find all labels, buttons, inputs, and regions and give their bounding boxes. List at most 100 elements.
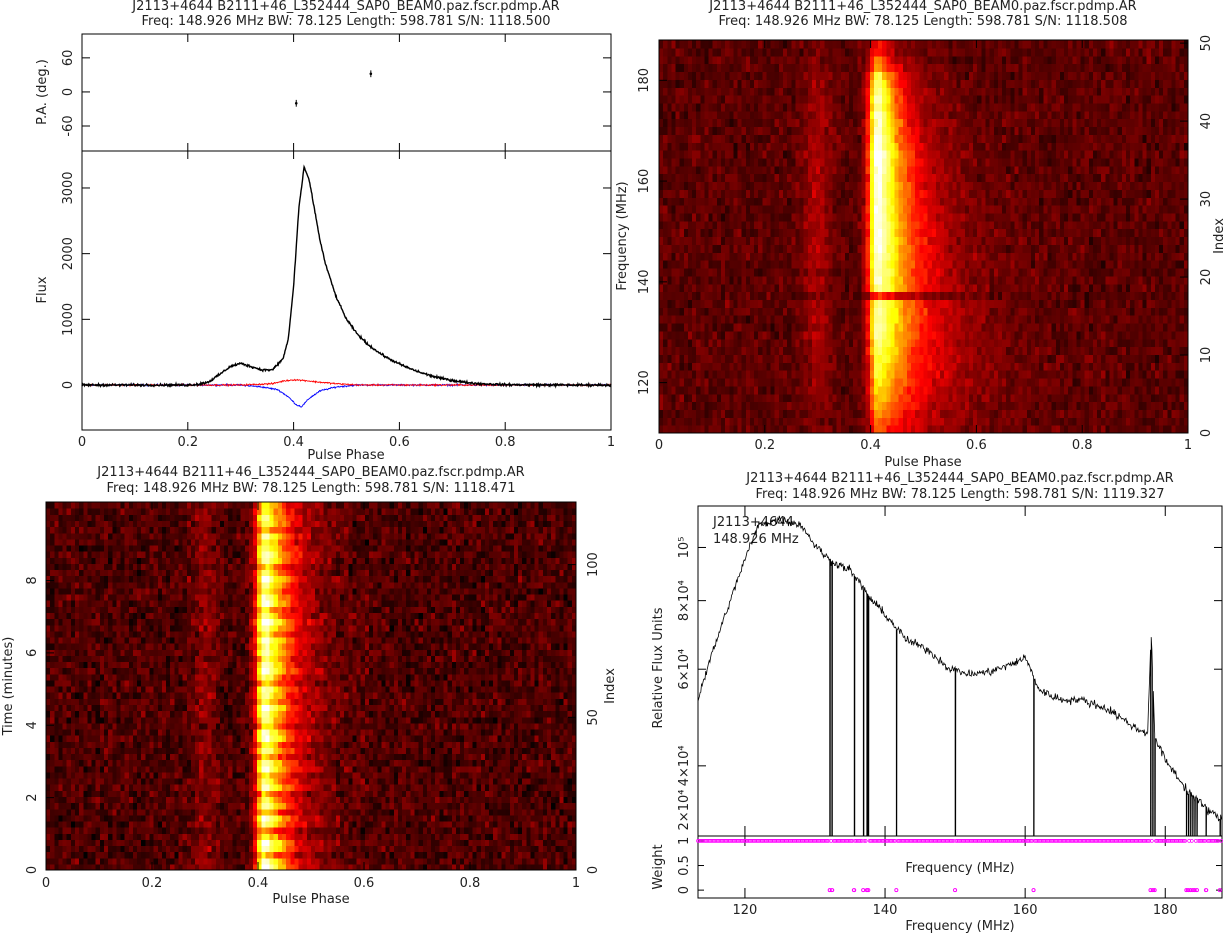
heatmap-cell	[704, 260, 710, 269]
heatmap-cell	[948, 315, 954, 324]
heatmap-cell	[906, 338, 912, 348]
heatmap-cell	[704, 244, 710, 253]
heatmap-cell	[1010, 260, 1016, 269]
heatmap-cell	[811, 142, 817, 151]
heatmap-cell	[1130, 165, 1135, 175]
heatmap-cell	[749, 126, 755, 135]
heatmap-cell	[1097, 307, 1102, 316]
heatmap-cell	[1018, 173, 1024, 183]
heatmap-cell	[791, 267, 796, 277]
heatmap-cell	[902, 425, 908, 434]
heatmap-cell	[894, 307, 900, 316]
heatmap-cell	[799, 181, 805, 190]
heatmap-cell	[1022, 212, 1028, 222]
heatmap-cell	[1138, 150, 1144, 159]
heatmap-cell	[1006, 228, 1011, 238]
heatmap-cell	[890, 157, 896, 167]
heatmap-cell	[712, 157, 718, 167]
heatmap-cell	[1134, 220, 1139, 230]
heatmap-cell	[824, 150, 830, 159]
heatmap-cell	[1183, 283, 1189, 293]
heatmap-cell	[799, 385, 805, 395]
heatmap-cell	[873, 338, 879, 348]
heatmap-cell	[985, 299, 991, 308]
heatmap-cell	[799, 252, 805, 261]
heatmap-cell	[687, 315, 693, 324]
heatmap-cell	[927, 385, 933, 395]
heatmap-cell	[1126, 362, 1131, 371]
heatmap-cell	[840, 299, 846, 308]
heatmap-cell	[1154, 220, 1160, 230]
heatmap-cell	[1014, 205, 1020, 214]
heatmap-cell	[1026, 150, 1032, 159]
heatmap-cell	[807, 181, 813, 190]
heatmap-cell	[1101, 315, 1106, 324]
heatmap-cell	[923, 354, 929, 363]
chart-subtitle: Freq: 148.926 MHz BW: 78.125 Length: 598…	[141, 14, 550, 29]
heatmap-cell	[659, 236, 664, 245]
heatmap-cell	[696, 299, 701, 308]
heatmap-cell	[853, 142, 858, 151]
heatmap-cell	[770, 409, 776, 418]
heatmap-cell	[741, 315, 747, 324]
heatmap-cell	[1121, 417, 1127, 426]
heatmap-cell	[1134, 134, 1139, 143]
heatmap-cell	[973, 299, 978, 308]
heatmap-cell	[1163, 362, 1168, 371]
heatmap-cell	[729, 220, 734, 230]
heatmap-cell	[692, 189, 697, 198]
heatmap-cell	[782, 377, 788, 387]
heatmap-cell	[770, 252, 776, 261]
heatmap-cell	[989, 275, 995, 285]
heatmap-cell	[1105, 142, 1111, 151]
heatmap-cell	[659, 165, 664, 175]
heatmap-cell	[844, 220, 850, 230]
heatmap-cell	[1126, 346, 1131, 355]
heatmap-cell	[915, 275, 920, 285]
heatmap-cell	[774, 275, 780, 285]
heatmap-cell	[828, 362, 834, 371]
heatmap-cell	[659, 283, 664, 293]
heatmap-cell	[1121, 157, 1127, 167]
y-tick-label: 60	[61, 50, 76, 67]
heatmap-cell	[857, 197, 863, 206]
heatmap-cell	[964, 212, 970, 222]
heatmap-cell	[832, 425, 838, 434]
heatmap-cell	[906, 315, 912, 324]
heatmap-cell	[1146, 346, 1152, 355]
heatmap-cell	[861, 417, 867, 426]
heatmap-cell	[667, 393, 672, 403]
heatmap-cell	[973, 315, 978, 324]
heatmap-cell	[861, 150, 867, 159]
heatmap-cell	[799, 236, 805, 245]
heatmap-cell	[1121, 401, 1127, 411]
heatmap-cell	[1030, 299, 1036, 308]
heatmap-cell	[840, 315, 846, 324]
heatmap-cell	[692, 197, 697, 206]
heatmap-cell	[811, 197, 817, 206]
heatmap-cell	[1159, 228, 1164, 238]
heatmap-cell	[1022, 260, 1028, 269]
heatmap-cell	[816, 236, 821, 245]
heatmap-cell	[906, 299, 912, 308]
heatmap-cell	[700, 212, 706, 222]
heatmap-cell	[1002, 315, 1007, 324]
heatmap-cell	[787, 370, 792, 379]
heatmap-cell	[911, 330, 916, 340]
heatmap-cell	[1126, 220, 1131, 230]
heatmap-cell	[1159, 417, 1164, 426]
heatmap-cell	[890, 354, 896, 363]
heatmap-cell	[762, 291, 768, 300]
heatmap-cell	[915, 173, 920, 183]
heatmap-cell	[696, 252, 701, 261]
heatmap-cell	[1183, 189, 1189, 198]
heatmap-cell	[1134, 299, 1139, 308]
heatmap-cell	[1097, 150, 1102, 159]
heatmap-cell	[663, 150, 668, 159]
heatmap-cell	[774, 165, 780, 175]
heatmap-cell	[683, 228, 689, 238]
heatmap-cell	[1068, 260, 1073, 269]
heatmap-cell	[1022, 330, 1028, 340]
heatmap-cell	[667, 267, 672, 277]
heatmap-cell	[832, 330, 838, 340]
